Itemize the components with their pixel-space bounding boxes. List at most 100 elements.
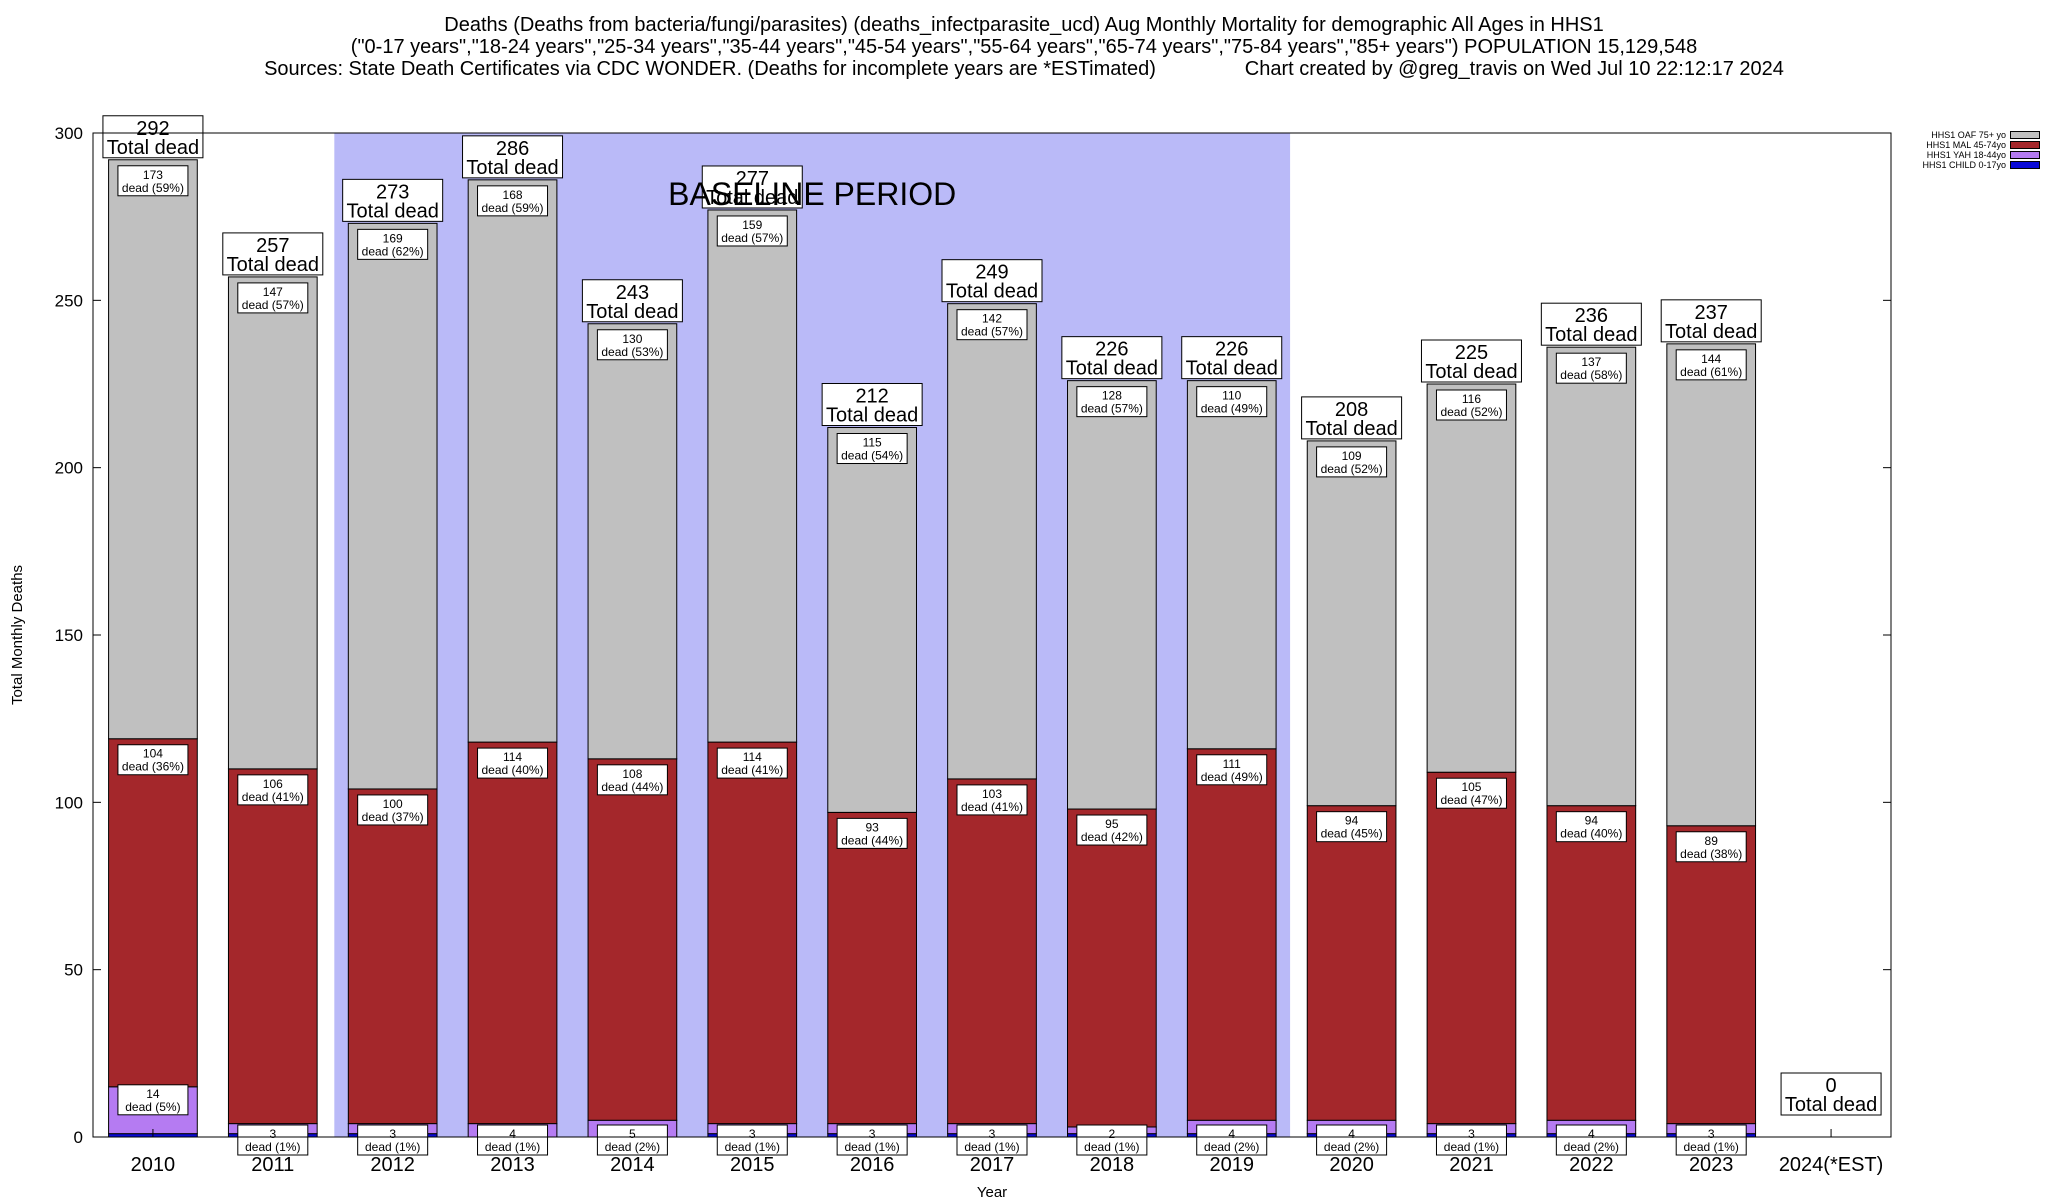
segment-percent-label: dead (38%) [1680, 847, 1742, 861]
x-tick-label: 2017 [970, 1154, 1015, 1176]
x-tick-label: 2015 [730, 1154, 775, 1176]
total-value-label: 212 [855, 386, 888, 408]
segment-percent-label: dead (1%) [725, 1140, 780, 1154]
segment-label-box [1076, 386, 1148, 418]
bar-segment [1426, 771, 1517, 1125]
total-value-label: 249 [975, 262, 1008, 284]
y-tick-label: 250 [55, 291, 83, 310]
total-label-box [1061, 336, 1163, 380]
segment-value-label: 4 [1348, 1127, 1355, 1141]
segment-value-label: 3 [989, 1127, 996, 1141]
total-label-box [821, 383, 923, 427]
total-value-label: 277 [736, 168, 769, 190]
legend-item: HHS1 MAL 45-74yo [1922, 140, 2040, 150]
segment-value-label: 114 [743, 750, 762, 764]
legend-label: HHS1 OAF 75+ yo [1931, 130, 2006, 140]
legend-swatch [2010, 141, 2040, 149]
total-dead-label: Total dead [107, 137, 199, 159]
segment-value-label: 94 [1345, 814, 1359, 828]
bar-segment [827, 427, 917, 813]
bar-segment [1546, 346, 1637, 807]
total-label-box [1301, 396, 1403, 440]
segment-percent-label: dead (58%) [1560, 368, 1622, 382]
segment-percent-label: dead (61%) [1680, 365, 1742, 379]
segment-label-box [1196, 386, 1268, 418]
bar-segment [707, 209, 798, 743]
segment-percent-label: dead (1%) [365, 1140, 420, 1154]
segment-percent-label: dead (44%) [601, 780, 663, 794]
segment-value-label: 137 [1581, 355, 1601, 369]
total-dead-label: Total dead [1186, 358, 1278, 380]
segment-label-box [956, 1124, 1028, 1156]
total-dead-label: Total dead [1785, 1094, 1877, 1116]
segment-value-label: 159 [742, 218, 762, 232]
total-dead-label: Total dead [466, 157, 558, 179]
segment-percent-label: dead (49%) [1201, 402, 1263, 416]
segment-value-label: 115 [863, 436, 882, 450]
segment-label-box [1076, 1124, 1148, 1156]
bar-segment [1067, 380, 1157, 810]
legend-swatch [2010, 151, 2040, 159]
total-value-label: 243 [616, 282, 649, 304]
segment-value-label: 110 [1222, 389, 1241, 403]
segment-value-label: 14 [146, 1087, 160, 1101]
segment-percent-label: dead (2%) [1324, 1140, 1379, 1154]
segment-percent-label: dead (1%) [844, 1140, 899, 1154]
total-label-box [1420, 339, 1522, 383]
segment-value-label: 100 [383, 797, 403, 811]
bar-segment [467, 741, 558, 1125]
bar-segment [108, 738, 198, 1088]
total-dead-label: Total dead [1305, 418, 1397, 440]
segment-value-label: 128 [1102, 389, 1122, 403]
segment-percent-label: dead (37%) [362, 810, 424, 824]
chart-title-line-3: Sources: State Death Certificates via CD… [264, 58, 1784, 80]
total-dead-label: Total dead [1066, 358, 1158, 380]
segment-percent-label: dead (42%) [1081, 830, 1143, 844]
x-axis-title: Year [977, 1184, 1007, 1200]
segment-label-box [117, 744, 189, 776]
segment-percent-label: dead (2%) [605, 1140, 660, 1154]
segment-label-box [1076, 814, 1148, 846]
segment-label-box [1435, 777, 1507, 809]
bar-segment [1067, 808, 1157, 1128]
segment-label-box [477, 185, 549, 217]
segment-value-label: 147 [263, 285, 283, 299]
total-dead-label: Total dead [1545, 324, 1637, 346]
bar-segment [1666, 825, 1757, 1125]
total-value-label: 286 [496, 138, 529, 160]
segment-label-box [237, 282, 309, 314]
total-label-box [581, 279, 683, 323]
segment-value-label: 4 [1588, 1127, 1595, 1141]
bar-segment [587, 758, 678, 1121]
total-label-box [1660, 299, 1762, 343]
segment-value-label: 3 [389, 1127, 396, 1141]
total-label-box [941, 259, 1043, 303]
bar-segment [1546, 805, 1637, 1121]
x-tick-label: 2013 [490, 1154, 535, 1176]
total-label-box [701, 165, 803, 209]
segment-percent-label: dead (1%) [964, 1140, 1019, 1154]
segment-label-box [596, 1124, 668, 1156]
segment-value-label: 89 [1705, 834, 1719, 848]
segment-value-label: 142 [982, 312, 1002, 326]
segment-value-label: 3 [269, 1127, 276, 1141]
x-tick-label: 2012 [370, 1154, 415, 1176]
segment-percent-label: dead (57%) [242, 298, 304, 312]
segment-value-label: 168 [503, 188, 523, 202]
y-tick-label: 200 [55, 459, 83, 478]
total-value-label: 226 [1215, 339, 1248, 361]
bar-segment [1306, 805, 1397, 1121]
bar-segment [467, 179, 558, 743]
bar-segment [1426, 383, 1517, 773]
x-tick-label: 2022 [1569, 1154, 1614, 1176]
segment-percent-label: dead (1%) [1684, 1140, 1739, 1154]
segment-percent-label: dead (49%) [1201, 770, 1263, 784]
x-tick-label: 2016 [850, 1154, 895, 1176]
x-tick-label: 2011 [251, 1154, 294, 1176]
bar-segment [1306, 440, 1397, 807]
legend-item: HHS1 CHILD 0-17yo [1922, 160, 2040, 170]
segment-value-label: 95 [1105, 817, 1119, 831]
segment-label-box [836, 1124, 908, 1156]
segment-label-box [716, 747, 788, 779]
